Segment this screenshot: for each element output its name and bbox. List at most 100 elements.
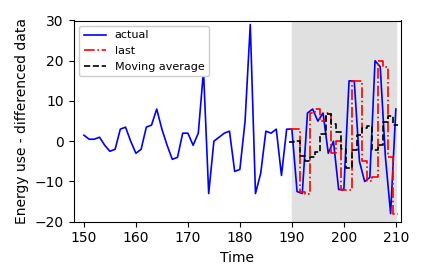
last xyxy=(302,192,307,195)
Legend: actual, last, Moving average: actual, last, Moving average xyxy=(79,26,209,76)
Moving average xyxy=(334,122,339,126)
Moving average xyxy=(354,134,360,137)
last xyxy=(391,156,396,159)
Line: Moving average: Moving average xyxy=(289,114,399,168)
Moving average xyxy=(385,120,391,123)
Moving average xyxy=(375,149,380,152)
last xyxy=(292,127,297,131)
last xyxy=(344,188,349,191)
last xyxy=(313,111,318,115)
last xyxy=(365,160,370,163)
Moving average xyxy=(334,130,339,134)
Moving average xyxy=(360,127,365,130)
last xyxy=(318,120,323,123)
Moving average xyxy=(396,123,401,126)
Moving average xyxy=(323,132,328,136)
Moving average xyxy=(380,120,385,123)
actual xyxy=(357,160,362,163)
Moving average xyxy=(307,159,312,162)
actual xyxy=(154,107,159,111)
Moving average xyxy=(318,150,323,153)
last xyxy=(334,139,339,143)
last xyxy=(380,65,385,69)
Moving average xyxy=(297,155,302,158)
actual xyxy=(388,212,393,215)
last xyxy=(370,180,375,183)
last xyxy=(385,65,391,69)
last xyxy=(380,59,385,62)
last xyxy=(318,107,323,111)
Moving average xyxy=(302,155,307,158)
Moving average xyxy=(391,123,396,126)
Moving average xyxy=(354,149,360,152)
last xyxy=(365,180,370,183)
Moving average xyxy=(339,148,344,151)
last xyxy=(307,111,312,115)
Moving average xyxy=(391,114,396,117)
last xyxy=(323,111,328,115)
Moving average xyxy=(370,149,375,152)
last xyxy=(396,212,401,215)
last xyxy=(339,188,344,191)
last xyxy=(375,176,380,179)
Moving average xyxy=(380,144,385,147)
last xyxy=(302,190,307,193)
Moving average xyxy=(328,112,333,116)
last xyxy=(287,127,292,131)
Moving average xyxy=(365,127,370,130)
last xyxy=(354,79,360,83)
last xyxy=(360,160,365,163)
actual xyxy=(248,23,253,26)
last xyxy=(360,79,365,83)
actual xyxy=(190,144,195,147)
Moving average xyxy=(318,132,323,136)
last xyxy=(292,127,297,131)
Moving average xyxy=(360,134,365,137)
actual xyxy=(81,134,86,137)
Line: last: last xyxy=(289,61,399,214)
Moving average xyxy=(292,140,297,143)
Line: actual: actual xyxy=(84,25,396,214)
X-axis label: Time: Time xyxy=(220,251,254,265)
last xyxy=(370,176,375,179)
last xyxy=(385,156,391,159)
last xyxy=(339,139,344,143)
Moving average xyxy=(302,159,307,162)
Moving average xyxy=(349,167,354,170)
last xyxy=(349,188,354,191)
last xyxy=(328,111,333,115)
Moving average xyxy=(370,125,375,128)
last xyxy=(354,79,360,83)
last xyxy=(313,107,318,111)
Moving average xyxy=(344,167,349,170)
Moving average xyxy=(323,112,328,116)
last xyxy=(297,127,302,131)
last xyxy=(323,120,328,123)
last xyxy=(344,188,349,191)
Moving average xyxy=(307,155,312,158)
Moving average xyxy=(297,139,302,143)
Moving average xyxy=(313,155,318,158)
Bar xyxy=(292,20,396,222)
Moving average xyxy=(328,122,333,126)
Moving average xyxy=(385,114,391,117)
Moving average xyxy=(365,125,370,128)
Moving average xyxy=(292,139,297,143)
actual xyxy=(144,125,149,129)
last xyxy=(328,152,333,155)
last xyxy=(375,59,380,62)
last xyxy=(349,79,354,83)
actual xyxy=(393,107,399,111)
Moving average xyxy=(349,149,354,152)
Y-axis label: Energy use - differenced data: Energy use - differenced data xyxy=(15,18,29,224)
actual xyxy=(274,127,279,131)
last xyxy=(391,212,396,215)
last xyxy=(307,192,312,195)
last xyxy=(334,152,339,155)
last xyxy=(297,190,302,193)
Moving average xyxy=(344,148,349,151)
Moving average xyxy=(375,144,380,147)
Moving average xyxy=(313,150,318,153)
Moving average xyxy=(339,130,344,134)
Moving average xyxy=(287,140,292,143)
